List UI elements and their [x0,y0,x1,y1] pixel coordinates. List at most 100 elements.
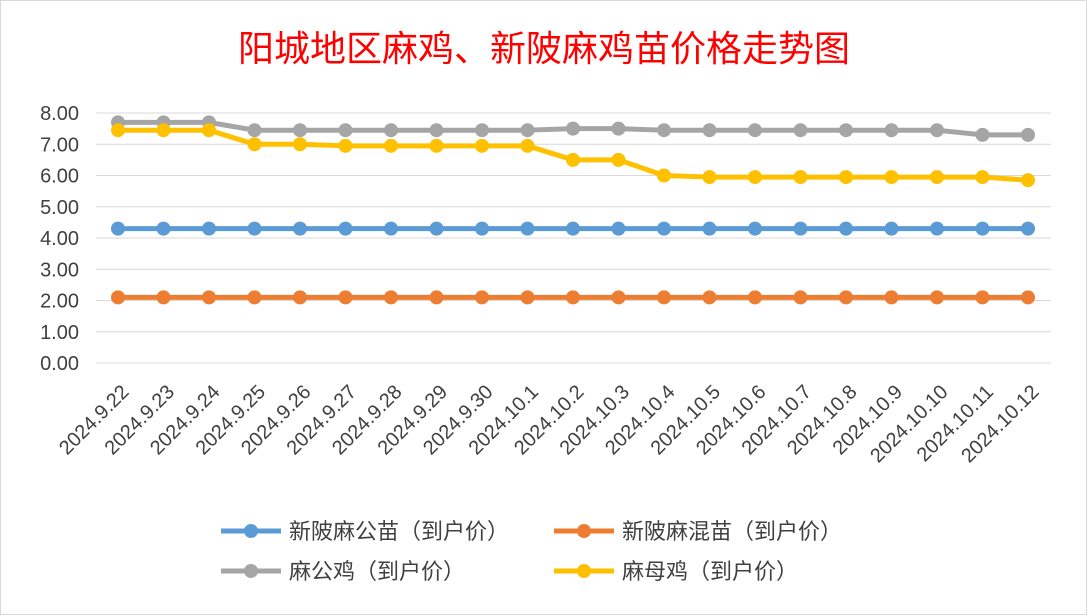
data-point [975,221,990,236]
data-point [884,221,899,236]
data-point [293,137,307,152]
data-point [111,221,125,236]
data-point [793,221,808,236]
y-tick-label: 8.00 [40,103,79,125]
data-point [930,170,944,185]
data-point [1021,173,1035,188]
data-point [566,121,580,136]
y-tick-label: 4.00 [40,228,79,250]
data-point [247,123,262,138]
data-point [611,290,626,305]
data-point [156,221,171,236]
series-3 [111,123,1035,188]
data-point [384,123,398,138]
data-point [884,123,899,138]
data-point [111,123,125,138]
data-point [475,290,489,305]
data-point [1021,221,1035,236]
y-tick-label: 7.00 [40,134,79,156]
data-point [156,290,171,305]
data-point [429,221,444,236]
data-point [520,123,535,138]
data-point [702,170,717,185]
data-point [657,123,671,138]
series-0 [111,221,1035,236]
data-point [429,290,444,305]
legend: 新陂麻公苗（到户价） 新陂麻混苗（到户价） 麻公鸡（到户价） 麻母鸡（到户价） [221,520,842,585]
data-point [657,221,671,236]
data-point [247,290,262,305]
y-tick-label: 3.00 [40,259,79,281]
series-1 [111,290,1035,305]
legend-swatch-marker [577,524,591,538]
data-point [293,123,307,138]
data-point [247,137,262,152]
data-point [657,168,671,183]
data-point [702,123,717,138]
chart-title: 阳城地区麻鸡、新陂麻鸡苗价格走势图 [238,29,850,70]
data-point [338,221,353,236]
legend-item: 麻公鸡（到户价） [221,560,465,585]
data-point [202,290,216,305]
data-point [202,123,216,138]
legend-item: 新陂麻混苗（到户价） [554,520,842,545]
data-point [293,221,307,236]
data-point [884,290,899,305]
data-point [429,138,444,153]
y-axis-ticks: 0.00 1.00 2.00 3.00 4.00 5.00 6.00 7.00 8.00 [40,103,79,375]
data-point [384,221,398,236]
data-point [839,290,853,305]
data-point [839,170,853,185]
data-point [930,290,944,305]
data-point [475,138,489,153]
data-point [702,221,717,236]
data-point [520,221,535,236]
data-point [748,221,762,236]
data-point [520,290,535,305]
legend-swatch-marker [577,564,591,578]
data-point [429,123,444,138]
data-point [657,290,671,305]
series-2 [111,115,1035,142]
data-point [793,123,808,138]
data-point [338,290,353,305]
data-point [611,121,626,136]
data-point [793,290,808,305]
legend-item: 麻母鸡（到户价） [554,560,798,585]
data-point [930,221,944,236]
series-layer [111,115,1035,305]
data-point [611,152,626,167]
y-tick-label: 5.00 [40,197,79,219]
data-point [247,221,262,236]
data-point [930,123,944,138]
data-point [338,123,353,138]
legend-item: 新陂麻公苗（到户价） [221,520,509,545]
data-point [975,290,990,305]
data-point [338,138,353,153]
data-point [475,221,489,236]
y-tick-label: 2.00 [40,291,79,313]
data-point [384,290,398,305]
legend-label: 新陂麻混苗（到户价） [622,520,842,545]
data-point [793,170,808,185]
data-point [748,290,762,305]
data-point [839,221,853,236]
y-tick-label: 1.00 [40,322,79,344]
data-point [384,138,398,153]
data-point [475,123,489,138]
data-point [1021,127,1035,142]
data-point [748,170,762,185]
legend-label: 新陂麻公苗（到户价） [289,520,509,545]
data-point [611,221,626,236]
data-point [839,123,853,138]
legend-swatch-marker [244,524,258,538]
data-point [975,127,990,142]
gridlines [96,112,1051,364]
data-point [111,290,125,305]
data-point [702,290,717,305]
legend-label: 麻母鸡（到户价） [622,560,798,585]
data-point [202,221,216,236]
legend-swatch-marker [244,564,258,578]
